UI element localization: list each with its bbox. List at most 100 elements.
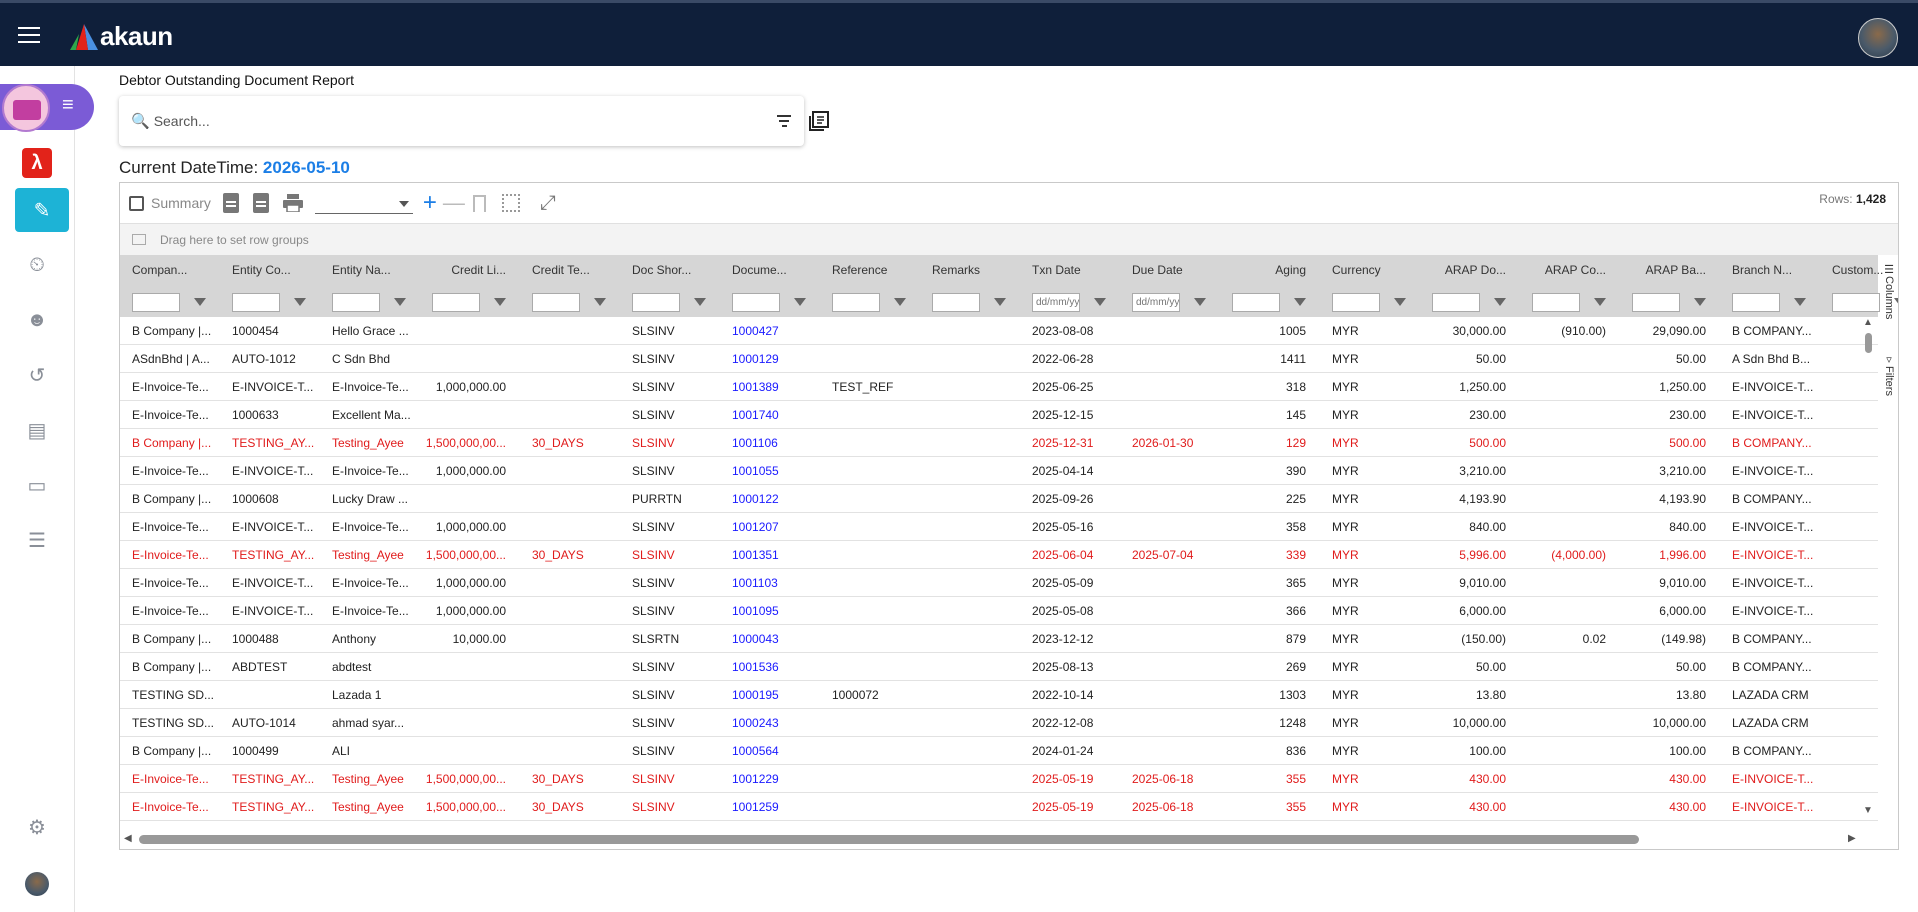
document-link[interactable]: 1000129 <box>732 352 779 366</box>
sidebar-user-avatar[interactable] <box>25 872 49 896</box>
table-row[interactable]: B Company |... ABDTEST abdtest SLSINV 100153… <box>120 653 1878 681</box>
column-filter-input[interactable] <box>232 292 280 312</box>
document-link[interactable]: 1001055 <box>732 464 779 478</box>
column-filter-input[interactable] <box>832 292 880 312</box>
column-filter-input[interactable] <box>1132 292 1180 312</box>
print-icon[interactable] <box>282 194 303 212</box>
column-header[interactable]: Custom... <box>1832 263 1884 277</box>
table-row[interactable]: B Company |... 1000488 Anthony 10,000.00 SLS… <box>120 625 1878 653</box>
sidebar-item-settings[interactable]: ⚙ <box>18 808 56 846</box>
column-header[interactable]: Currency <box>1332 263 1381 277</box>
columns-tab[interactable]: ☰ Columns <box>1878 263 1898 343</box>
app-logo[interactable]: akaun <box>70 21 173 52</box>
scroll-up-icon[interactable]: ▲ <box>1863 317 1873 328</box>
column-header[interactable]: Aging <box>1275 263 1306 277</box>
sidebar-item-acrobat[interactable]: λ <box>18 144 56 182</box>
fullscreen-icon[interactable]: ⤢ <box>539 191 556 214</box>
filter-funnel-icon[interactable] <box>1794 298 1806 306</box>
horizontal-scrollbar[interactable]: ◀ ▶ <box>120 830 1878 848</box>
document-link[interactable]: 1000243 <box>732 716 779 730</box>
document-link[interactable]: 1000427 <box>732 324 779 338</box>
filter-funnel-icon[interactable] <box>594 298 606 306</box>
document-link[interactable]: 1001229 <box>732 772 779 786</box>
column-header[interactable]: ARAP Ba... <box>1645 263 1706 277</box>
filter-funnel-icon[interactable] <box>894 298 906 306</box>
document-link[interactable]: 1001740 <box>732 408 779 422</box>
column-filter-input[interactable] <box>132 292 180 312</box>
filter-funnel-icon[interactable] <box>1394 298 1406 306</box>
sidebar-item-debtor-report[interactable]: ✎ <box>15 188 69 232</box>
copy-report-icon[interactable] <box>808 110 830 132</box>
table-row[interactable]: E-Invoice-Te... E-INVOICE-T... E-Invoice-T… <box>120 373 1878 401</box>
column-filter-input[interactable] <box>1832 292 1880 312</box>
scroll-left-icon[interactable]: ◀ <box>124 833 132 844</box>
search-input[interactable] <box>153 113 776 129</box>
column-header[interactable]: Doc Shor... <box>632 263 692 277</box>
filter-funnel-icon[interactable] <box>1094 298 1106 306</box>
column-filter-input[interactable] <box>732 292 780 312</box>
column-filter-input[interactable] <box>532 292 580 312</box>
filter-funnel-icon[interactable] <box>1694 298 1706 306</box>
table-row[interactable]: ASdnBhd | A... AUTO-1012 C Sdn Bhd SLSINV 10… <box>120 345 1878 373</box>
column-header[interactable]: Compan... <box>132 263 188 277</box>
column-header[interactable]: Txn Date <box>1032 263 1081 277</box>
column-header[interactable]: Remarks <box>932 263 981 277</box>
scroll-right-icon[interactable]: ▶ <box>1848 833 1856 844</box>
grid-select-icon[interactable] <box>501 194 520 212</box>
table-row[interactable]: B Company |... 1000454 Hello Grace ... SLSI… <box>120 317 1878 345</box>
sidebar-item-list[interactable]: ☰ <box>18 521 56 559</box>
layout-select[interactable] <box>314 192 413 214</box>
column-header[interactable]: Due Date <box>1132 263 1183 277</box>
vertical-scrollbar[interactable]: ▲ ▼ <box>1860 317 1876 817</box>
table-row[interactable]: E-Invoice-Te... E-INVOICE-T... E-Invoice-T… <box>120 569 1878 597</box>
column-filter-input[interactable] <box>1732 292 1780 312</box>
document-link[interactable]: 1001095 <box>732 604 779 618</box>
table-row[interactable]: E-Invoice-Te... E-INVOICE-T... E-Invoice-T… <box>120 597 1878 625</box>
filter-funnel-icon[interactable] <box>794 298 806 306</box>
filter-funnel-icon[interactable] <box>1494 298 1506 306</box>
table-row[interactable]: B Company |... TESTING_AY... Testing_Ayee 1… <box>120 429 1878 457</box>
table-row[interactable]: B Company |... 1000608 Lucky Draw ... PURRT… <box>120 485 1878 513</box>
column-filter-input[interactable] <box>1432 292 1480 312</box>
filter-funnel-icon[interactable] <box>1194 298 1206 306</box>
column-header[interactable]: Branch N... <box>1732 263 1793 277</box>
menu-icon[interactable] <box>18 27 40 43</box>
bookmark-icon[interactable] <box>472 194 486 212</box>
document-link[interactable]: 1001106 <box>732 436 778 450</box>
document-link[interactable]: 1001351 <box>732 548 779 562</box>
filters-tab[interactable]: ▿ Filters <box>1878 353 1898 423</box>
filter-funnel-icon[interactable] <box>694 298 706 306</box>
column-header[interactable]: Entity Na... <box>332 263 391 277</box>
sidebar-item-credit-card[interactable]: ▭ <box>18 466 56 504</box>
column-filter-input[interactable] <box>1532 292 1580 312</box>
column-header[interactable]: ARAP Do... <box>1444 263 1506 277</box>
table-row[interactable]: E-Invoice-Te... E-INVOICE-T... E-Invoice-T… <box>120 457 1878 485</box>
sidebar-item-clipboard-person[interactable]: ☻ <box>18 301 56 339</box>
document-link[interactable]: 1000122 <box>732 492 779 506</box>
document-link[interactable]: 1001259 <box>732 800 779 814</box>
filter-list-icon[interactable] <box>776 114 792 129</box>
column-header[interactable]: Credit Li... <box>451 263 506 277</box>
summary-checkbox[interactable] <box>129 195 144 211</box>
table-row[interactable]: E-Invoice-Te... E-INVOICE-T... E-Invoice-T… <box>120 513 1878 541</box>
table-row[interactable]: B Company |... 1000499 ALI SLSINV 1000564 202… <box>120 737 1878 765</box>
export-excel-icon[interactable] <box>252 193 269 213</box>
column-header[interactable]: Entity Co... <box>232 263 291 277</box>
column-header[interactable]: Reference <box>832 263 888 277</box>
row-group-bar[interactable]: Drag here to set row groups <box>120 223 1898 255</box>
filter-funnel-icon[interactable] <box>294 298 306 306</box>
column-filter-input[interactable] <box>432 292 480 312</box>
filter-funnel-icon[interactable] <box>494 298 506 306</box>
column-filter-input[interactable] <box>1032 292 1080 312</box>
app-icon[interactable] <box>2 84 50 132</box>
column-filter-input[interactable] <box>332 292 380 312</box>
column-header[interactable]: ARAP Co... <box>1544 263 1606 277</box>
document-link[interactable]: 1000564 <box>732 744 779 758</box>
table-row[interactable]: E-Invoice-Te... TESTING_AY... Testing_Ayee… <box>120 793 1878 821</box>
scroll-down-icon[interactable]: ▼ <box>1863 805 1873 816</box>
document-link[interactable]: 1001207 <box>732 520 779 534</box>
export-csv-icon[interactable] <box>222 193 239 213</box>
table-row[interactable]: E-Invoice-Te... TESTING_AY... Testing_Ayee… <box>120 541 1878 569</box>
table-row[interactable]: TESTING SD... AUTO-1014 ahmad syar... SLSIN… <box>120 709 1878 737</box>
document-link[interactable]: 1000043 <box>732 632 779 646</box>
